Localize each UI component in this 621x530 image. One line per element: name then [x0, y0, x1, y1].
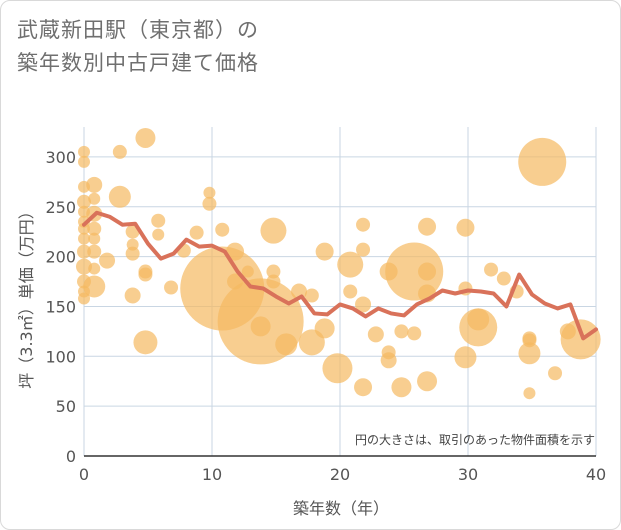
scatter-point [77, 244, 91, 259]
scatter-point [454, 346, 477, 369]
scatter-point [241, 265, 254, 278]
scatter-point [304, 288, 319, 303]
scatter-point [138, 267, 153, 282]
x-tick-label: 0 [79, 465, 89, 484]
y-tick-label: 250 [45, 198, 76, 217]
y-axis-title: 坪（3.3㎡）単価（万円） [17, 203, 36, 388]
scatter-point [83, 275, 106, 298]
scatter-point [496, 271, 511, 286]
scatter-point [548, 366, 563, 381]
scatter-point [260, 217, 287, 244]
scatter-point [356, 242, 371, 257]
scatter-point [77, 194, 91, 209]
scatter-point [418, 262, 437, 281]
scatter-point [88, 192, 101, 205]
scatter-point [356, 217, 371, 232]
scatter-point [151, 213, 166, 228]
scatter-point [343, 284, 358, 299]
scatter-point [337, 251, 364, 278]
scatter-point [99, 252, 116, 269]
scatter-point [125, 246, 140, 261]
scatter-point [78, 292, 90, 305]
scatter-point [78, 155, 90, 168]
scatter-point [391, 377, 412, 398]
scatter-point [523, 387, 536, 400]
y-tick-label: 100 [45, 347, 76, 366]
y-tick-label: 300 [45, 148, 76, 167]
scatter-point [86, 176, 103, 193]
scatter-point [459, 308, 498, 347]
scatter-point [367, 326, 384, 343]
scatter-point [76, 258, 92, 275]
y-tick-label: 50 [56, 397, 76, 416]
scatter-point [88, 232, 101, 245]
scatter-point [78, 222, 90, 235]
scatter-point [215, 222, 230, 237]
scatter-point [417, 371, 438, 392]
x-tick-label: 20 [330, 465, 350, 484]
scatter-point [108, 185, 131, 208]
x-tick-label: 40 [586, 465, 606, 484]
size-annotation: 円の大きさは、取引のあった物件面積を示す [355, 432, 595, 447]
scatter-point [518, 137, 567, 186]
scatter-point [133, 330, 158, 355]
y-tick-label: 200 [45, 248, 76, 267]
scatter-point [394, 324, 409, 339]
scatter-point [456, 218, 475, 237]
scatter-point [78, 145, 90, 158]
x-tick-label: 10 [202, 465, 222, 484]
scatter-point [112, 144, 127, 159]
scatter-point [87, 221, 102, 236]
scatter-point [315, 242, 334, 261]
scatter-point [203, 186, 216, 199]
y-tick-label: 0 [66, 447, 76, 466]
scatter-point [407, 326, 422, 341]
scatter-point [484, 262, 499, 277]
scatter-point [380, 352, 397, 369]
scatter-point [518, 342, 541, 365]
scatter-point [322, 353, 353, 384]
x-tick-label: 30 [458, 465, 478, 484]
scatter-point [87, 244, 102, 259]
scatter-point [152, 228, 165, 241]
scatter-point [314, 318, 335, 339]
scatter-point [202, 196, 217, 211]
scatter-point [354, 378, 373, 397]
chart-title-line1: 武蔵新田駅（東京都）の [17, 18, 259, 42]
scatter-point [124, 287, 141, 304]
scatter-point [88, 262, 101, 275]
trend-line [82, 210, 598, 341]
scatter-point [355, 296, 372, 313]
scatter-point [78, 232, 90, 245]
chart-title: 武蔵新田駅（東京都）の 築年数別中古戸建て価格 [17, 14, 259, 80]
scatter-point [418, 217, 437, 236]
chart-title-line2: 築年数別中古戸建て価格 [17, 51, 259, 75]
x-axis-title: 築年数（年） [293, 499, 389, 518]
scatter-point [275, 333, 298, 356]
scatter-point [266, 274, 281, 289]
scatter-point [560, 319, 601, 360]
scatter-point [266, 264, 281, 279]
scatter-point [164, 280, 179, 295]
y-tick-label: 150 [45, 297, 76, 316]
axes: 0 10 20 30 40 0 50 100 150 200 250 300 [45, 148, 606, 484]
scatter-point [135, 127, 156, 148]
scatter-point [226, 242, 245, 261]
scatter-point [189, 225, 204, 240]
bubble-layer [76, 127, 601, 400]
trend-line-layer [82, 210, 598, 341]
